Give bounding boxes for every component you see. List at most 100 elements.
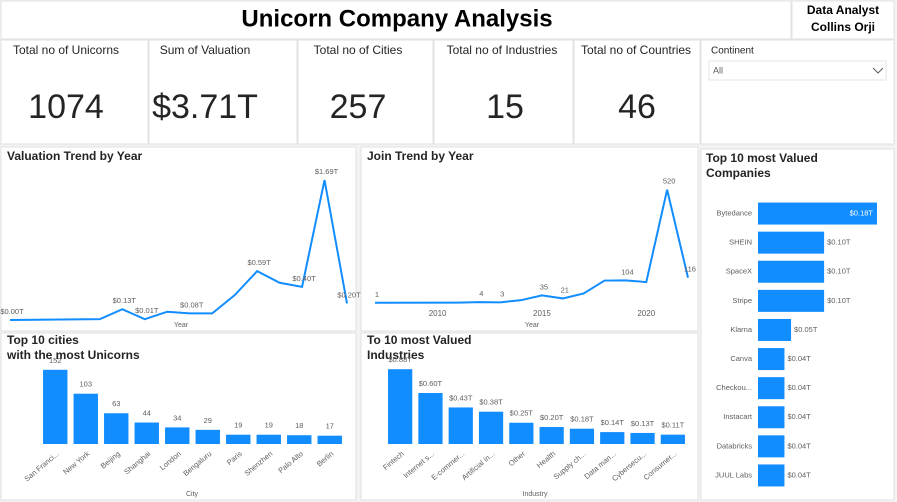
bar xyxy=(758,289,825,312)
bar xyxy=(388,369,413,444)
data-label: $0.10T xyxy=(827,238,851,247)
data-label: 29 xyxy=(204,416,212,425)
y-tick-label: JUUL Labs xyxy=(715,470,752,479)
x-tick-label: 2020 xyxy=(637,309,655,318)
x-tick-label: 2010 xyxy=(429,309,447,318)
bar xyxy=(256,434,281,444)
y-tick-label: SpaceX xyxy=(726,267,752,276)
line-series xyxy=(9,179,348,321)
data-label: $0.38T xyxy=(479,398,503,407)
bar xyxy=(287,435,312,444)
data-label: 44 xyxy=(143,409,151,418)
bar xyxy=(226,434,251,444)
data-label: $0.18T xyxy=(570,415,594,424)
kpi-label: Total no of Industries xyxy=(447,43,558,57)
bar xyxy=(418,393,443,444)
bar xyxy=(758,231,825,254)
data-label: $0.13T xyxy=(113,296,137,305)
chart-title: Top 10 cities with the most Unicorns xyxy=(6,333,140,362)
data-label: 152 xyxy=(49,356,62,365)
bar xyxy=(73,393,98,444)
chart-panel xyxy=(360,146,699,332)
data-label: $0.04T xyxy=(787,354,811,363)
bar xyxy=(660,434,685,444)
data-label: $0.00T xyxy=(0,307,24,316)
data-label: $0.88T xyxy=(388,355,412,364)
data-label: $0.11T xyxy=(661,421,684,430)
kpi-value: 257 xyxy=(330,88,387,126)
slicer-panel xyxy=(700,39,895,145)
data-label: 19 xyxy=(234,421,242,430)
data-label: $0.04T xyxy=(787,412,811,421)
kpi-card xyxy=(148,39,298,145)
kpi-card xyxy=(573,39,701,145)
x-axis-title: Year xyxy=(525,322,540,329)
data-label: $0.14T xyxy=(601,418,625,427)
author-panel xyxy=(791,0,895,40)
data-label: 3 xyxy=(500,289,504,298)
data-label: $0.13T xyxy=(631,419,655,428)
data-label: $0.01T xyxy=(135,306,159,315)
kpi-value: 46 xyxy=(618,88,656,126)
bar xyxy=(758,260,825,283)
x-axis-title: Industry xyxy=(523,491,548,498)
header-panel xyxy=(0,0,792,40)
bar xyxy=(448,407,473,444)
bar xyxy=(478,411,504,444)
x-tick-label: 2015 xyxy=(533,309,551,318)
kpi-card xyxy=(433,39,574,145)
data-label: 19 xyxy=(265,421,273,430)
bar xyxy=(600,432,625,444)
y-tick-label: Databricks xyxy=(717,441,753,450)
chart-title: Join Trend by Year xyxy=(367,149,474,163)
chart-panel xyxy=(0,146,357,332)
bar xyxy=(758,435,785,458)
dashboard-title: Unicorn Company Analysis xyxy=(241,5,552,32)
bar xyxy=(43,369,68,444)
data-label: $0.10T xyxy=(827,267,851,276)
data-label: $0.10T xyxy=(827,296,851,305)
y-tick-label: Bytedance xyxy=(717,209,752,218)
bar xyxy=(134,422,159,444)
data-label: 63 xyxy=(112,399,120,408)
bar xyxy=(195,429,220,444)
data-label: $0.18T xyxy=(850,209,874,218)
data-label: 116 xyxy=(684,265,696,274)
bar xyxy=(104,413,129,444)
data-label: $0.04T xyxy=(787,383,811,392)
slicer-dropdown[interactable] xyxy=(708,60,887,81)
bar xyxy=(758,318,792,341)
author-name: Collins Orji xyxy=(811,20,875,34)
x-axis-title: Year xyxy=(174,322,189,329)
data-label: 21 xyxy=(561,285,569,294)
kpi-value: 15 xyxy=(486,88,524,126)
kpi-label: Total no of Unicorns xyxy=(13,43,119,57)
bar xyxy=(569,428,595,444)
kpi-label: Sum of Valuation xyxy=(160,43,251,57)
y-tick-label: Stripe xyxy=(732,296,752,305)
data-label: 520 xyxy=(663,177,676,186)
data-label: $0.05T xyxy=(794,325,818,334)
data-label: $0.40T xyxy=(292,274,316,283)
dropdown-chevron xyxy=(872,67,884,74)
kpi-label: Total no of Countries xyxy=(581,43,691,57)
data-label: 18 xyxy=(295,421,303,430)
chart-title: Valuation Trend by Year xyxy=(7,149,142,163)
kpi-value: 1074 xyxy=(28,88,104,126)
bar xyxy=(758,348,785,371)
data-label: $0.60T xyxy=(419,379,443,388)
bar xyxy=(758,464,785,487)
data-label: $1.69T xyxy=(315,167,339,176)
y-tick-label: Klarna xyxy=(730,325,753,334)
data-label: 34 xyxy=(173,413,181,422)
x-axis-title: City xyxy=(186,491,199,498)
y-tick-label: Instacart xyxy=(723,412,753,421)
bar xyxy=(630,432,655,444)
data-label: 35 xyxy=(540,282,548,291)
chart-panel xyxy=(360,332,699,501)
data-label: 104 xyxy=(621,267,634,276)
kpi-card xyxy=(0,39,149,145)
bar xyxy=(317,435,342,444)
y-tick-label: SHEIN xyxy=(729,238,752,247)
